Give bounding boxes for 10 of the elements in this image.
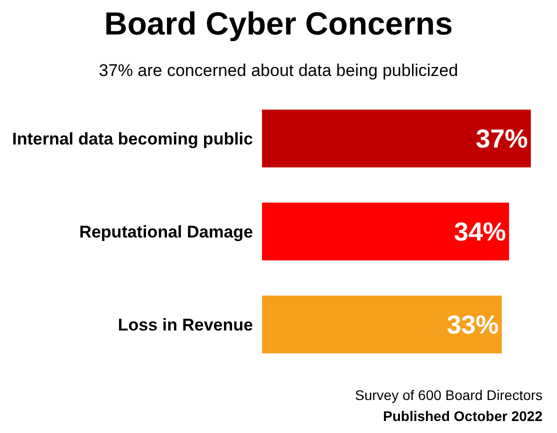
chart-title: Board Cyber Concerns [104,6,453,42]
y-tick-label: Internal data becoming public [12,129,253,148]
data-label: 34% [454,216,506,246]
data-label: 33% [446,310,499,340]
data-label: 37% [476,124,528,154]
text: Published October 2022 [383,408,543,424]
chart-subtitle: 37% are concerned about data being publicized [98,61,458,80]
y-tick-label: Loss in Revenue [118,315,253,334]
y-tick-label: Reputational Damage [79,222,253,242]
text: Survey of 600 Board Directors [355,387,543,403]
